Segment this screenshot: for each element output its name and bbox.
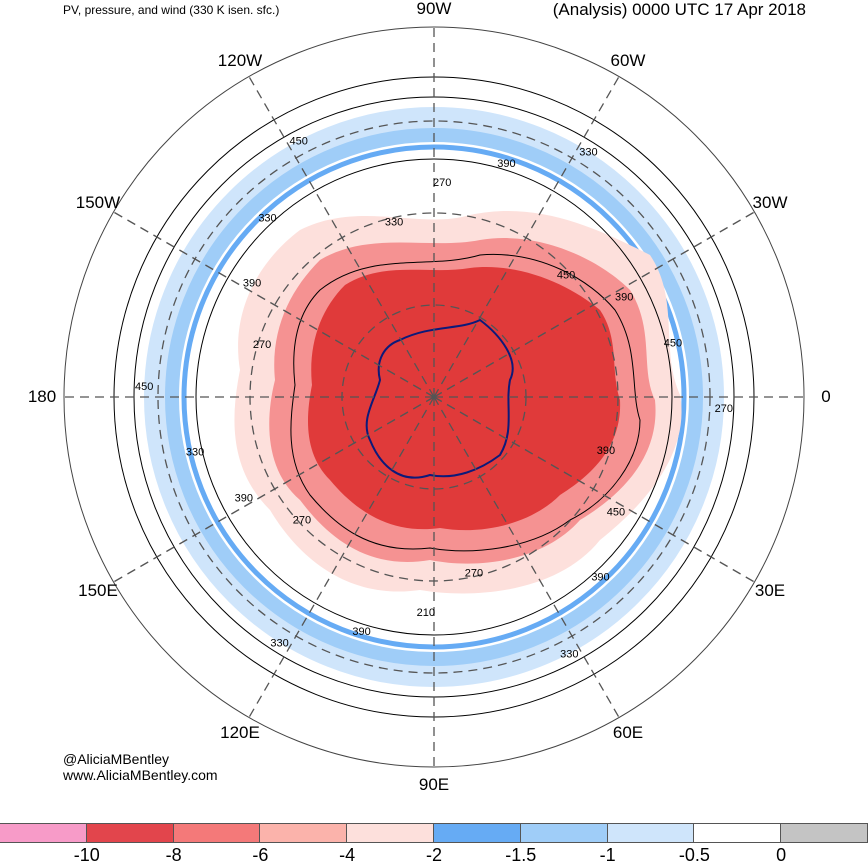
contour-line: [195, 158, 673, 636]
jet-ring-inner: [181, 144, 687, 650]
longitude-label: 60W: [610, 50, 646, 70]
latitude-circle: [341, 304, 527, 490]
colorbar-tick-label: -0.5: [678, 845, 710, 865]
longitude-label: 90W: [416, 0, 452, 18]
colorbar-segment: [606, 823, 695, 843]
contour-label: 390: [352, 626, 370, 638]
longitude-label: 120W: [217, 50, 263, 70]
colorbar: [0, 823, 868, 843]
contour-label: 450: [664, 338, 682, 350]
colorbar-segment: [85, 823, 174, 843]
longitude-label: 60E: [612, 723, 644, 743]
longitude-label: 30W: [752, 193, 788, 212]
contour-label: 270: [433, 177, 451, 189]
contour-label: 390: [497, 158, 515, 170]
map-boundary: [63, 26, 805, 768]
contour-label: 210: [417, 607, 435, 619]
longitude-label: 150W: [75, 193, 121, 212]
credit-handle: @AliciaMBentley: [63, 751, 170, 767]
colorbar-tick-label: 0: [776, 845, 787, 865]
credit-website: www.AliciaMBentley.com: [63, 767, 218, 783]
meridian-line: [113, 211, 435, 398]
contour-label: 390: [243, 277, 261, 289]
contour-label: 390: [597, 445, 615, 457]
graticule: [64, 27, 804, 767]
title-left: PV, pressure, and wind (330 K isen. sfc.…: [63, 3, 280, 17]
colorbar-tick-label: -1: [599, 845, 616, 865]
colorbar-tick-label: -1.5: [505, 845, 537, 865]
colorbar-segment: [346, 823, 434, 843]
colorbar-segment: [259, 823, 348, 843]
contour-label: 330: [186, 446, 204, 458]
polar-map: 390 450 390 330 270 210 390 330 270 390 330 450 270 3…: [63, 26, 805, 768]
contour-label: 390: [591, 572, 609, 584]
contour-label: 330: [270, 637, 288, 649]
contour-label: 270: [465, 568, 483, 580]
colorbar-tick-label: -10: [73, 845, 100, 865]
longitude-label: 120E: [220, 723, 260, 743]
colorbar-segment: [780, 823, 868, 843]
meridian-line: [248, 396, 435, 718]
contour-label: 450: [135, 381, 153, 393]
meridian-line: [433, 396, 620, 718]
meridian-line: [433, 76, 620, 398]
contour-label: 330: [385, 216, 403, 228]
contour-label: 270: [715, 403, 733, 415]
colorbar-tick-label: -4: [339, 845, 356, 865]
colorbar-tick-label: -6: [252, 845, 269, 865]
contour-label: 450: [607, 507, 625, 519]
longitude-label: 90E: [418, 775, 450, 794]
contour-label: 330: [579, 147, 597, 159]
contour-label: 450: [557, 270, 575, 282]
meridian-line: [433, 211, 755, 398]
colorbar-segment: [693, 823, 782, 843]
longitude-label: 180: [27, 387, 57, 406]
contour-label: 330: [258, 212, 276, 224]
contour-labels: 390 450 390 330 270 210 390 330 270 390 330 450 270 3…: [135, 135, 733, 661]
colorbar-segment: [519, 823, 608, 843]
contour-label: 390: [235, 492, 253, 504]
meridian-line: [433, 396, 755, 583]
colorbar-segment: [172, 823, 261, 843]
longitude-label: 150E: [78, 581, 118, 600]
contour-label: 390: [615, 292, 633, 304]
title-right: (Analysis) 0000 UTC 17 Apr 2018: [552, 0, 806, 19]
longitude-label: 0: [821, 387, 831, 406]
longitude-label: 30E: [754, 581, 786, 600]
latitude-circle: [249, 212, 619, 582]
colorbar-segment: [432, 823, 521, 843]
colorbar-tick-label: -8: [165, 845, 182, 865]
colorbar-tick-label: -2: [425, 845, 443, 865]
contour-label: 330: [560, 649, 578, 661]
latitude-circle: [157, 120, 711, 674]
contour-label: 450: [290, 135, 308, 147]
colorbar-segment: [0, 823, 87, 843]
contour-label: 270: [253, 339, 271, 351]
contour-label: 270: [293, 514, 311, 526]
coastline-antarctica: [365, 318, 514, 479]
meridian-line: [248, 76, 435, 398]
meridian-line: [113, 396, 435, 583]
